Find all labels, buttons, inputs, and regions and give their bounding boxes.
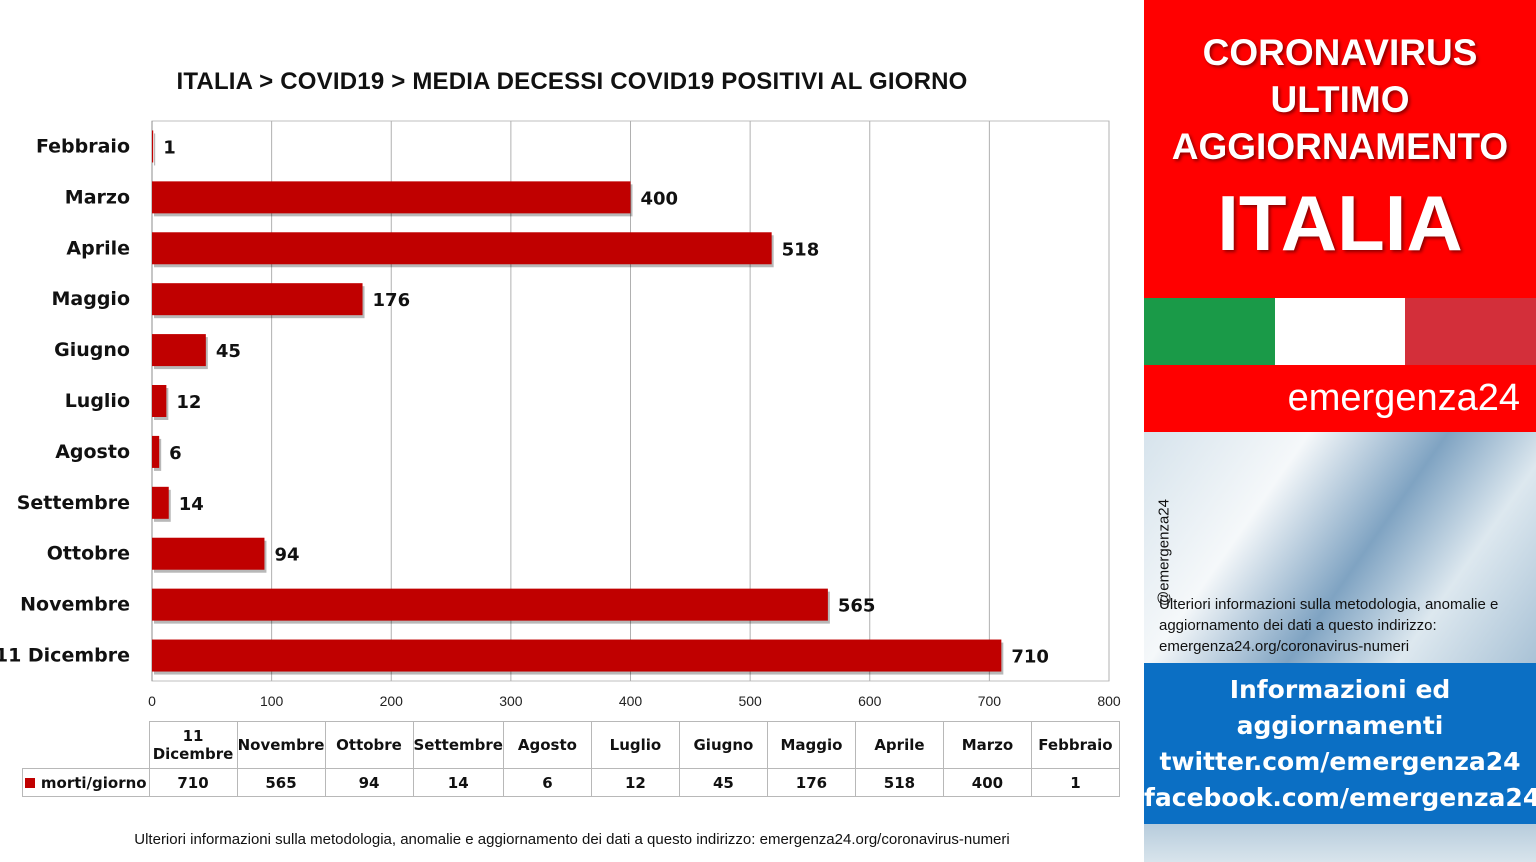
info-line-2: aggiornamenti bbox=[1236, 711, 1444, 740]
category-label: Luglio bbox=[65, 390, 130, 412]
category-label: Febbraio bbox=[36, 135, 130, 157]
data-table-cell: 565 bbox=[236, 768, 326, 797]
x-tick-label: 800 bbox=[1097, 693, 1121, 709]
sidebar-methodology-note: Ulteriori informazioni sulla metodologia… bbox=[1159, 596, 1499, 655]
data-table-cell: 6 bbox=[502, 768, 592, 797]
data-label: 518 bbox=[782, 239, 820, 260]
bar bbox=[152, 537, 265, 570]
data-table-cell: 518 bbox=[854, 768, 944, 797]
data-label: 12 bbox=[176, 392, 201, 413]
twitter-link[interactable]: twitter.com/emergenza24 bbox=[1159, 747, 1521, 776]
x-tick-label: 400 bbox=[619, 693, 643, 709]
data-label: 710 bbox=[1011, 647, 1049, 668]
x-tick-label: 500 bbox=[738, 693, 762, 709]
bar-shadow bbox=[154, 133, 156, 166]
data-table-cell: 45 bbox=[678, 768, 768, 797]
italian-flag bbox=[1144, 298, 1536, 365]
data-table-cell: 14 bbox=[412, 768, 504, 797]
info-band: Informazioni ed aggiornamenti twitter.co… bbox=[1144, 663, 1536, 824]
category-label: Settembre bbox=[17, 492, 130, 514]
bar bbox=[152, 385, 167, 417]
data-table-header: Luglio bbox=[590, 721, 680, 769]
category-label: Aprile bbox=[66, 237, 130, 259]
data-label: 45 bbox=[216, 341, 241, 362]
legend-swatch bbox=[24, 777, 35, 788]
bar bbox=[152, 588, 828, 621]
chart-title: ITALIA > COVID19 > MEDIA DECESSI COVID19… bbox=[176, 68, 968, 95]
bar bbox=[152, 334, 206, 367]
data-label: 400 bbox=[641, 188, 679, 209]
facebook-link[interactable]: facebook.com/emergenza24 bbox=[1144, 783, 1536, 812]
x-tick-label: 0 bbox=[148, 693, 156, 709]
category-label: Giugno bbox=[54, 339, 130, 361]
category-label: Agosto bbox=[55, 441, 130, 463]
bar bbox=[152, 639, 1002, 672]
x-tick-label: 200 bbox=[380, 693, 404, 709]
data-table-cell: 710 bbox=[148, 768, 238, 797]
chart-area: 0 100 200 300 400 500 600 700 800 Febbraio 1 Marzo 4… bbox=[0, 68, 1121, 848]
data-label: 6 bbox=[169, 443, 182, 464]
data-table-values-row: morti/giorno 710 565 94 14 6 12 45 176 5… bbox=[22, 768, 1120, 797]
data-label: 176 bbox=[373, 290, 411, 311]
category-label: Marzo bbox=[65, 186, 130, 208]
data-label: 94 bbox=[274, 545, 299, 566]
bar bbox=[152, 435, 160, 468]
flag-red-stripe bbox=[1405, 298, 1536, 365]
data-table-header: Aprile bbox=[854, 721, 944, 769]
data-table-corner bbox=[22, 721, 150, 769]
x-tick-label: 300 bbox=[499, 693, 523, 709]
data-table-header: Ottobre bbox=[324, 721, 414, 769]
data-table-header: Maggio bbox=[766, 721, 856, 769]
brand-logo-text: emergenza24 bbox=[1287, 377, 1520, 419]
flag-white-stripe bbox=[1274, 298, 1406, 365]
data-label: 565 bbox=[838, 596, 876, 617]
brand-band: emergenza24 bbox=[1144, 365, 1536, 432]
data-table-cell: 400 bbox=[942, 768, 1032, 797]
x-tick-label: 100 bbox=[260, 693, 284, 709]
data-table-header: Febbraio bbox=[1030, 721, 1120, 769]
bar bbox=[152, 181, 631, 214]
data-table-header: Agosto bbox=[502, 721, 592, 769]
footer-note: Ulteriori informazioni sulla metodologia… bbox=[134, 831, 1010, 848]
data-label: 1 bbox=[163, 137, 176, 158]
category-label: 11 Dicembre bbox=[0, 645, 130, 667]
data-table-header: Giugno bbox=[678, 721, 768, 769]
data-label: 14 bbox=[179, 494, 204, 515]
bar bbox=[152, 130, 154, 163]
x-tick-label: 700 bbox=[978, 693, 1002, 709]
data-table-header: 11 Dicembre bbox=[148, 721, 238, 769]
data-table-row-label: morti/giorno bbox=[22, 768, 150, 797]
data-table-cell: 1 bbox=[1030, 768, 1120, 797]
header-line-ultimo: ULTIMO bbox=[1270, 79, 1410, 120]
data-table-cell: 94 bbox=[324, 768, 414, 797]
info-line-1: Informazioni ed bbox=[1229, 675, 1451, 704]
bar bbox=[152, 283, 363, 316]
sidebar: CORONAVIRUS ULTIMO AGGIORNAMENTO ITALIA … bbox=[1144, 0, 1536, 862]
header-line-coronavirus: CORONAVIRUS bbox=[1202, 32, 1478, 73]
data-table: 11 Dicembre Novembre Ottobre Settembre A… bbox=[22, 721, 1120, 797]
bar-chart: 0 100 200 300 400 500 600 700 800 Febbraio 1 Marzo 4… bbox=[0, 120, 1121, 709]
category-label: Novembre bbox=[20, 594, 130, 616]
header-line-aggiornamento: AGGIORNAMENTO bbox=[1171, 126, 1509, 167]
data-table-header: Settembre bbox=[412, 721, 504, 769]
category-label: Maggio bbox=[52, 288, 131, 310]
data-table-cell: 12 bbox=[590, 768, 680, 797]
category-label: Ottobre bbox=[47, 543, 130, 565]
bar bbox=[152, 486, 169, 519]
data-table-header: Marzo bbox=[942, 721, 1032, 769]
background-photo: @emergenza24 Ulteriori informazioni sull… bbox=[1144, 432, 1536, 663]
data-table-header-row: 11 Dicembre Novembre Ottobre Settembre A… bbox=[22, 721, 1120, 769]
flag-green-stripe bbox=[1144, 298, 1275, 365]
x-tick-label: 600 bbox=[858, 693, 882, 709]
header-block: CORONAVIRUS ULTIMO AGGIORNAMENTO ITALIA bbox=[1144, 0, 1536, 298]
bar bbox=[152, 232, 772, 265]
bottom-photo-strip bbox=[1144, 824, 1536, 862]
legend-label: morti/giorno bbox=[40, 773, 147, 792]
data-table-header: Novembre bbox=[236, 721, 326, 769]
country-title: ITALIA bbox=[1217, 179, 1463, 267]
data-table-cell: 176 bbox=[766, 768, 856, 797]
